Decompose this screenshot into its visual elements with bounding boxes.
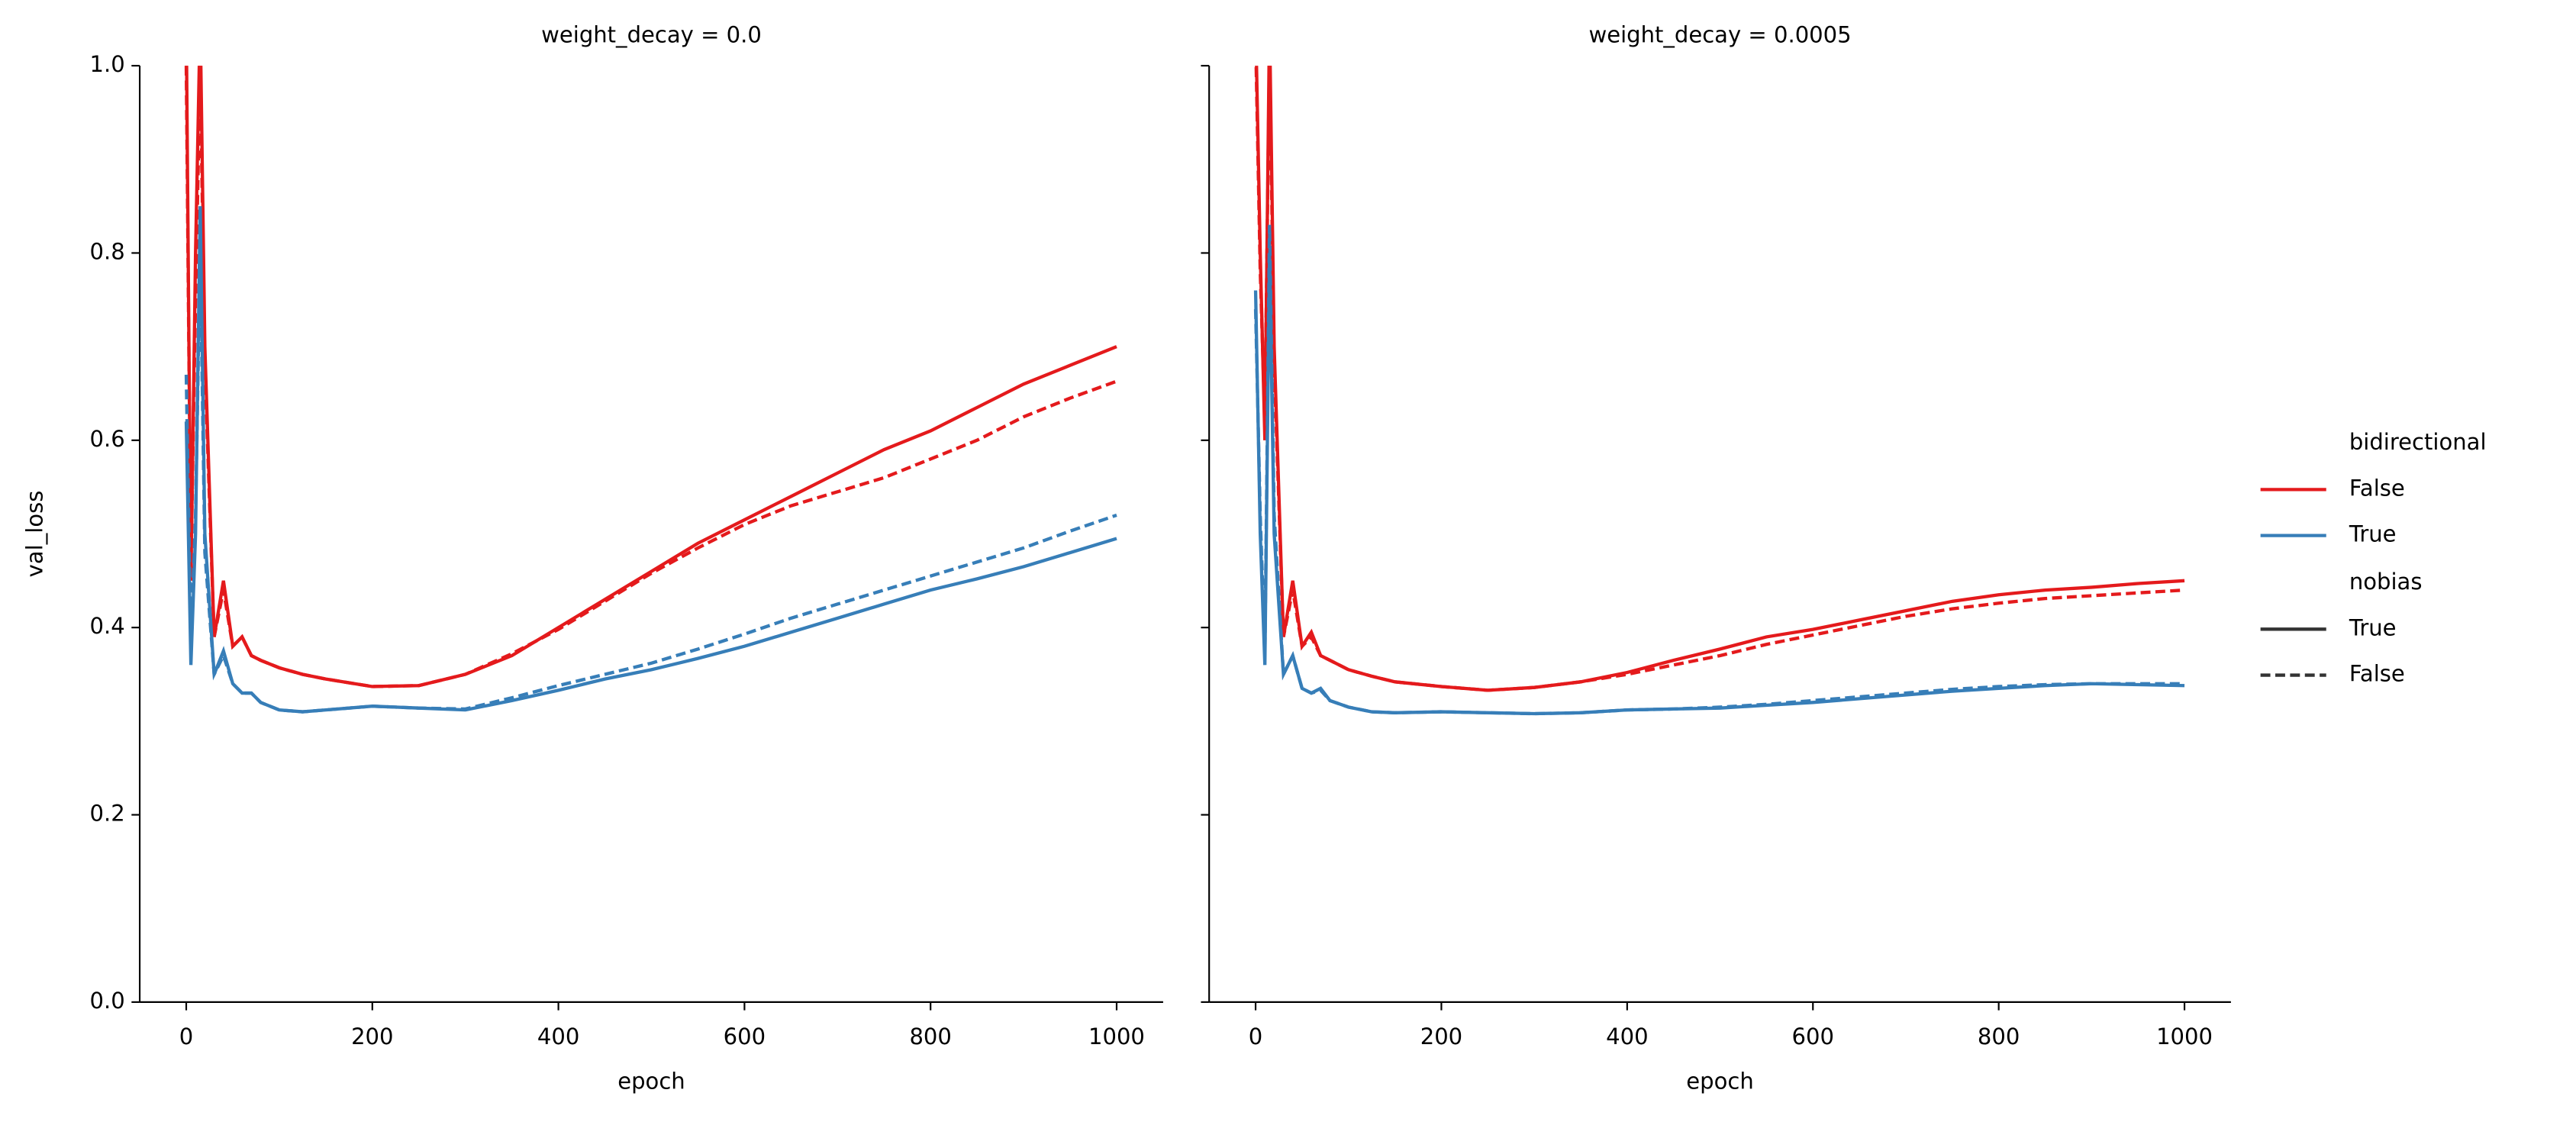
y-tick-label: 0.6: [89, 426, 124, 452]
legend-label: False: [2349, 475, 2405, 501]
plot-area: [184, 66, 1117, 714]
legend-label: True: [2349, 614, 2397, 640]
chart-title: weight_decay = 0.0: [541, 21, 762, 47]
line-series: [184, 66, 1117, 688]
legend-title: nobias: [2349, 569, 2423, 595]
line-series: [184, 206, 1117, 714]
y-tick-label: 0.8: [89, 238, 124, 264]
y-tick-label: 0.0: [89, 988, 124, 1014]
x-tick-label: 0: [179, 1024, 193, 1049]
y-tick-label: 0.4: [89, 613, 124, 639]
x-tick-label: 800: [1978, 1024, 2020, 1049]
plot-area: [1253, 66, 2185, 716]
x-tick-label: 0: [1249, 1024, 1262, 1049]
line-series: [1253, 224, 2185, 716]
x-tick-label: 800: [909, 1024, 951, 1049]
line-series: [1254, 66, 2185, 692]
x-tick-label: 600: [1792, 1024, 1834, 1049]
line-series: [185, 66, 1117, 688]
y-tick-label: 0.2: [89, 801, 124, 827]
legend-label: True: [2349, 521, 2397, 547]
y-tick-label: 1.0: [89, 51, 124, 77]
x-tick-label: 400: [1606, 1024, 1648, 1049]
line-series: [1253, 253, 2185, 716]
x-tick-label: 1000: [1088, 1024, 1145, 1049]
x-tick-label: 200: [351, 1024, 393, 1049]
legend-title: bidirectional: [2349, 429, 2487, 455]
y-axis-label: val_loss: [21, 491, 47, 578]
x-tick-label: 1000: [2156, 1024, 2213, 1049]
legend-label: False: [2349, 661, 2405, 687]
x-axis-label: epoch: [617, 1068, 685, 1094]
x-tick-label: 600: [724, 1024, 766, 1049]
x-axis-label: epoch: [1686, 1068, 1753, 1094]
x-tick-label: 400: [537, 1024, 579, 1049]
line-series: [184, 253, 1117, 714]
x-tick-label: 200: [1420, 1024, 1462, 1049]
line-series: [1255, 66, 2185, 692]
chart-title: weight_decay = 0.0005: [1588, 21, 1851, 47]
